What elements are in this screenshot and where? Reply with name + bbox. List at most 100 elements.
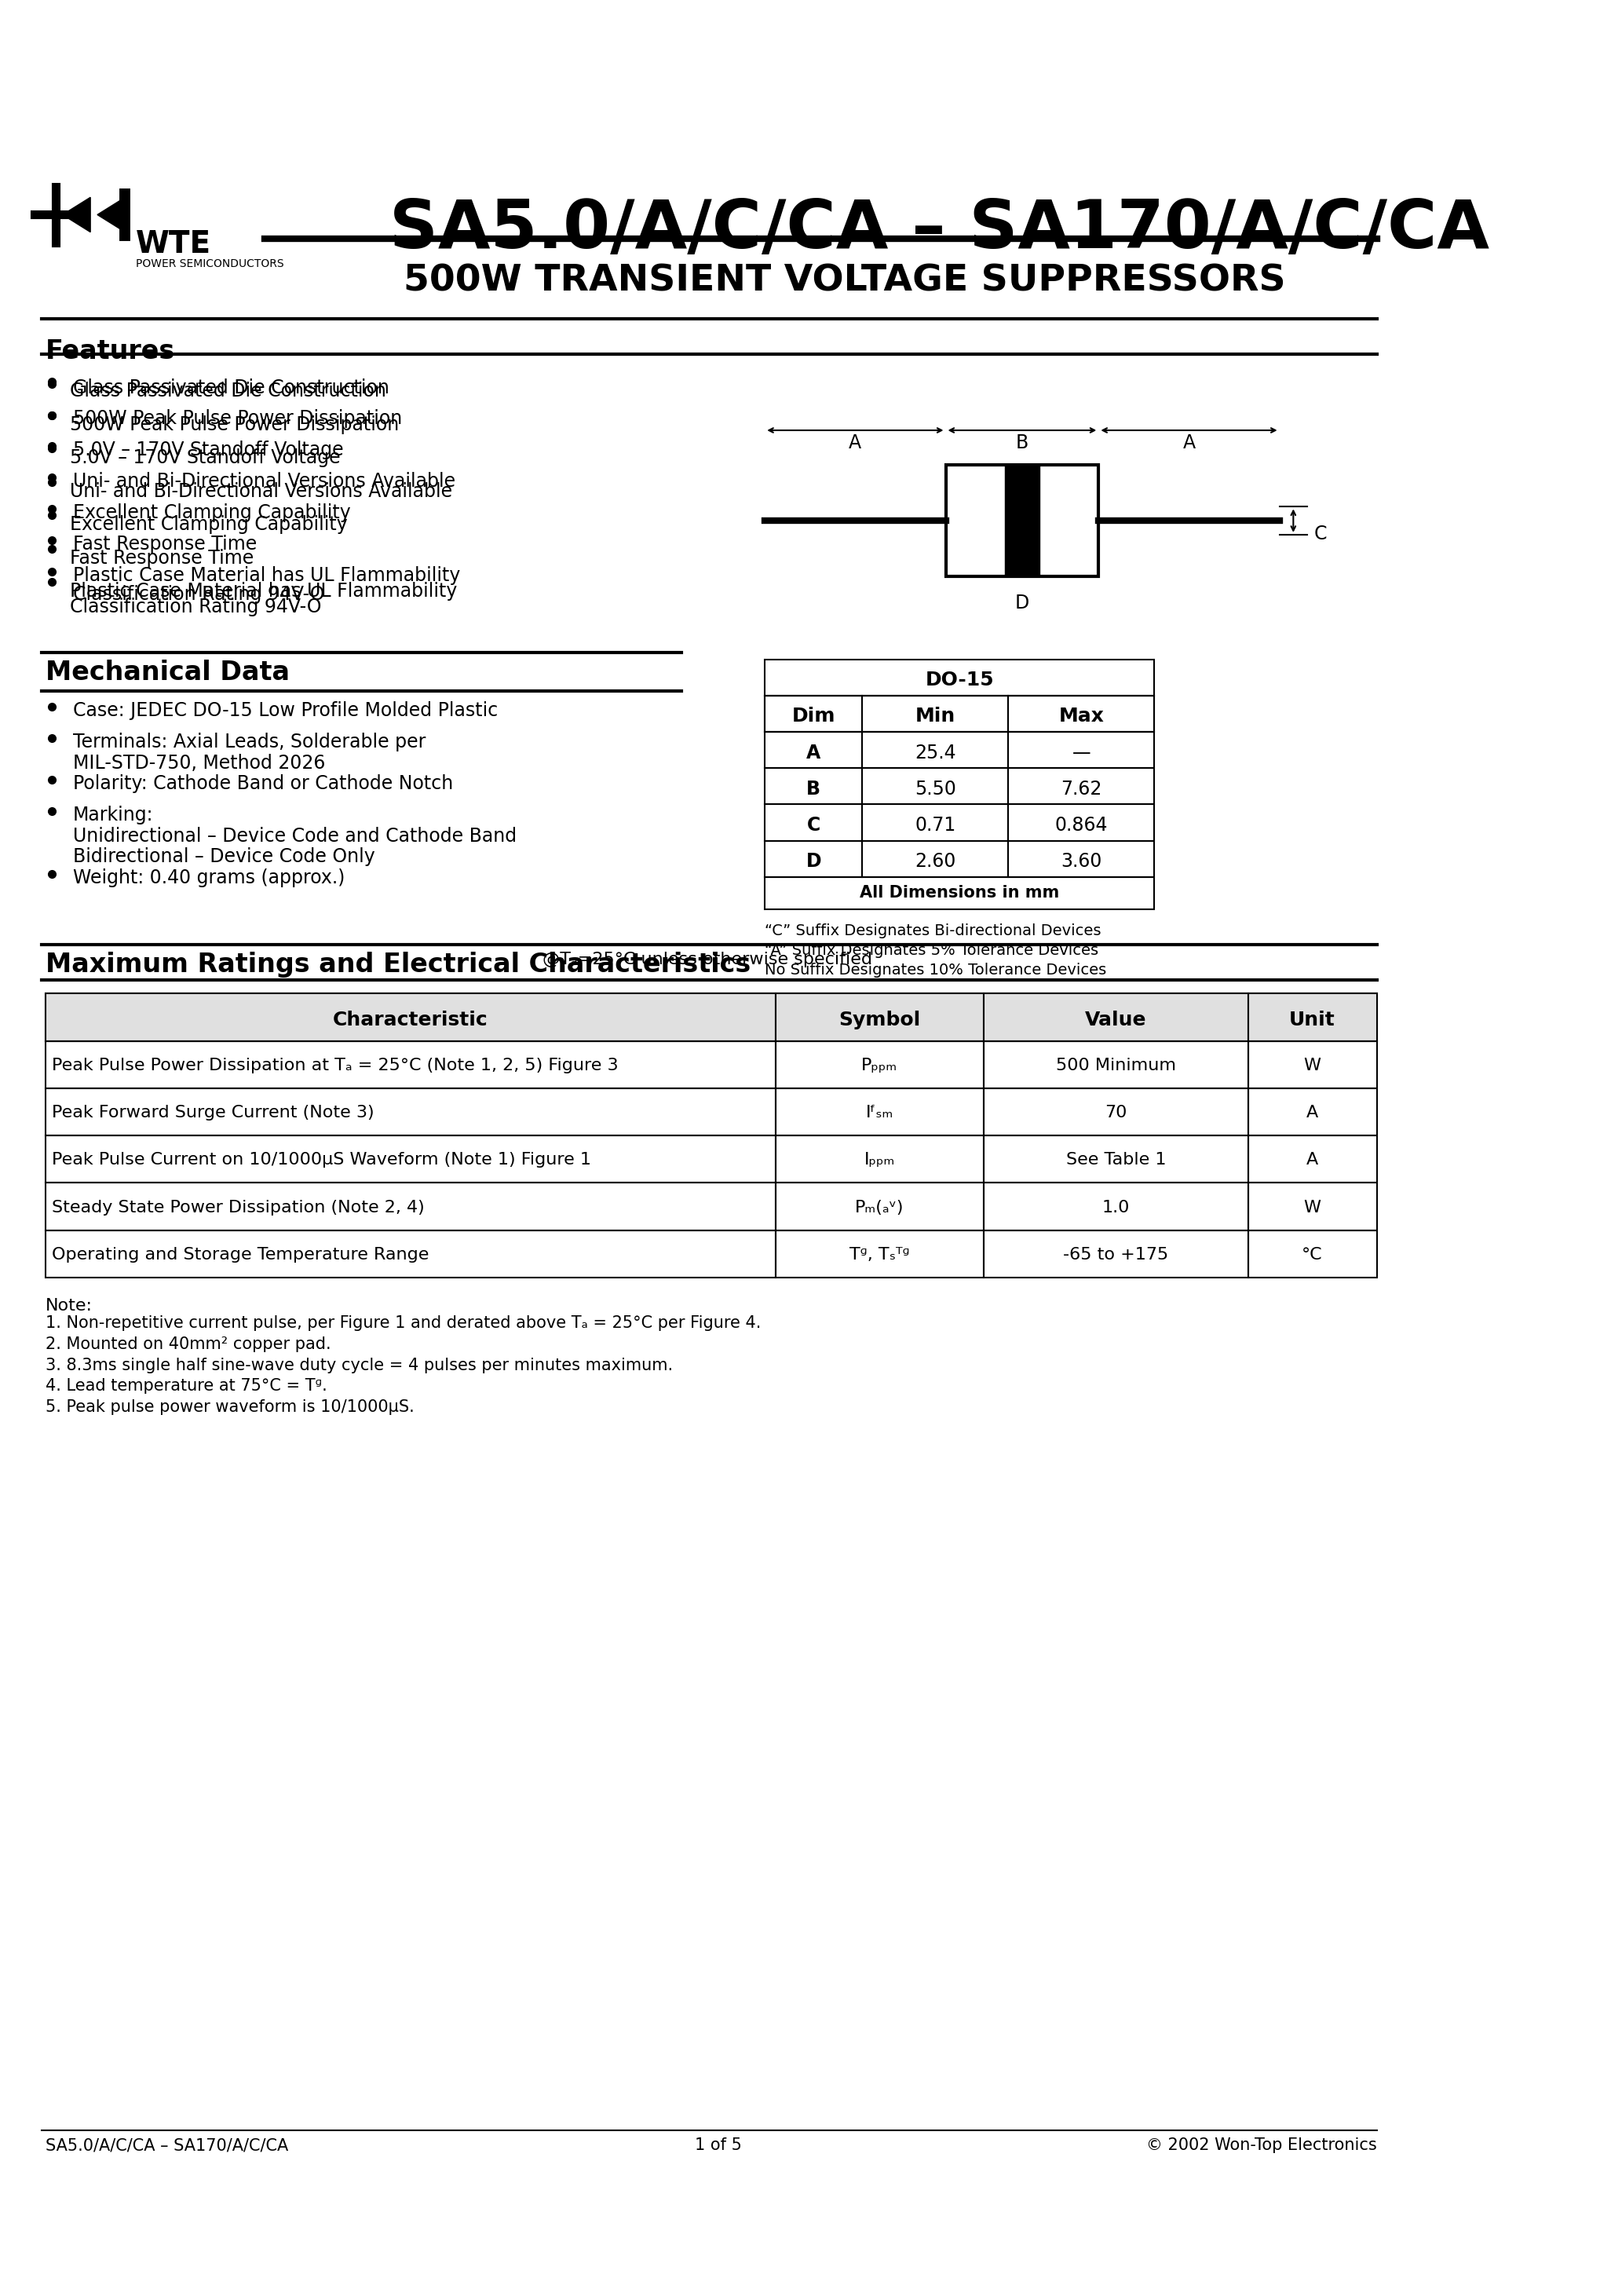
Text: Classification Rating 94V-O: Classification Rating 94V-O bbox=[73, 585, 324, 604]
Text: 500W TRANSIENT VOLTAGE SUPPRESSORS: 500W TRANSIENT VOLTAGE SUPPRESSORS bbox=[404, 264, 1286, 298]
Text: 0.71: 0.71 bbox=[915, 815, 955, 833]
Text: SA5.0/A/C/CA – SA170/A/C/CA: SA5.0/A/C/CA – SA170/A/C/CA bbox=[389, 197, 1489, 262]
Bar bbox=[863, 696, 1009, 732]
Bar bbox=[775, 1040, 985, 1088]
Text: B: B bbox=[1015, 434, 1028, 452]
Text: 500W Peak Pulse Power Dissipation: 500W Peak Pulse Power Dissipation bbox=[73, 409, 402, 429]
Bar bbox=[1247, 1040, 1377, 1088]
Bar bbox=[985, 1137, 1247, 1182]
Text: Iₚₚₘ: Iₚₚₘ bbox=[865, 1153, 895, 1169]
Text: Bidirectional – Device Code Only: Bidirectional – Device Code Only bbox=[73, 847, 375, 866]
Text: Maximum Ratings and Electrical Characteristics: Maximum Ratings and Electrical Character… bbox=[45, 953, 751, 978]
Bar bbox=[766, 732, 863, 769]
Text: Peak Pulse Power Dissipation at Tₐ = 25°C (Note 1, 2, 5) Figure 3: Peak Pulse Power Dissipation at Tₐ = 25°… bbox=[52, 1058, 618, 1072]
Text: 5.0V – 170V Standoff Voltage: 5.0V – 170V Standoff Voltage bbox=[73, 441, 344, 459]
Text: 5. Peak pulse power waveform is 10/1000μS.: 5. Peak pulse power waveform is 10/1000μ… bbox=[45, 1398, 414, 1414]
Text: Terminals: Axial Leads, Solderable per: Terminals: Axial Leads, Solderable per bbox=[73, 732, 427, 751]
Bar bbox=[985, 1231, 1247, 1277]
Text: B: B bbox=[806, 778, 821, 799]
Text: Peak Pulse Current on 10/1000μS Waveform (Note 1) Figure 1: Peak Pulse Current on 10/1000μS Waveform… bbox=[52, 1153, 592, 1169]
Text: “A” Suffix Designates 5% Tolerance Devices: “A” Suffix Designates 5% Tolerance Devic… bbox=[766, 944, 1098, 957]
Text: C: C bbox=[1314, 523, 1327, 544]
Text: Value: Value bbox=[1085, 1010, 1147, 1029]
Text: All Dimensions in mm: All Dimensions in mm bbox=[860, 886, 1059, 900]
Text: D: D bbox=[806, 852, 821, 870]
Bar bbox=[45, 994, 775, 1040]
Text: A: A bbox=[806, 744, 821, 762]
Text: Fast Response Time: Fast Response Time bbox=[73, 535, 256, 553]
Text: 7.62: 7.62 bbox=[1061, 778, 1101, 799]
Bar bbox=[985, 1088, 1247, 1137]
Bar bbox=[1009, 804, 1155, 840]
Bar bbox=[985, 1040, 1247, 1088]
Bar bbox=[1009, 840, 1155, 877]
Text: Weight: 0.40 grams (approx.): Weight: 0.40 grams (approx.) bbox=[73, 868, 345, 886]
Text: “C” Suffix Designates Bi-directional Devices: “C” Suffix Designates Bi-directional Dev… bbox=[766, 923, 1101, 939]
Bar bbox=[1247, 1231, 1377, 1277]
Text: Tᶢ, Tₛᵀᶢ: Tᶢ, Tₛᵀᶢ bbox=[850, 1247, 910, 1263]
Text: A: A bbox=[1182, 434, 1195, 452]
Text: °C: °C bbox=[1301, 1247, 1322, 1263]
Text: SA5.0/A/C/CA – SA170/A/C/CA: SA5.0/A/C/CA – SA170/A/C/CA bbox=[45, 2138, 289, 2154]
Bar bbox=[766, 877, 1155, 909]
Bar bbox=[1004, 466, 1040, 576]
Bar bbox=[946, 466, 1098, 576]
Bar bbox=[45, 994, 1377, 1040]
Bar bbox=[1247, 994, 1377, 1040]
Text: 1. Non-repetitive current pulse, per Figure 1 and derated above Tₐ = 25°C per Fi: 1. Non-repetitive current pulse, per Fig… bbox=[45, 1316, 761, 1332]
Bar bbox=[1247, 1088, 1377, 1137]
Text: Fast Response Time: Fast Response Time bbox=[70, 549, 253, 567]
Text: Classification Rating 94V-O: Classification Rating 94V-O bbox=[70, 597, 321, 615]
Text: 1.0: 1.0 bbox=[1101, 1199, 1131, 1215]
Text: Marking:: Marking: bbox=[73, 806, 154, 824]
Bar bbox=[775, 1137, 985, 1182]
Text: POWER SEMICONDUCTORS: POWER SEMICONDUCTORS bbox=[136, 257, 284, 269]
Text: 5.0V – 170V Standoff Voltage: 5.0V – 170V Standoff Voltage bbox=[70, 448, 341, 466]
Text: Pₘ(ₐᵛ): Pₘ(ₐᵛ) bbox=[855, 1199, 903, 1215]
Text: A: A bbox=[1306, 1104, 1319, 1120]
Text: © 2002 Won-Top Electronics: © 2002 Won-Top Electronics bbox=[1147, 2138, 1377, 2154]
Bar bbox=[45, 1088, 775, 1137]
Bar bbox=[766, 696, 1155, 732]
Text: 2.60: 2.60 bbox=[915, 852, 955, 870]
Bar bbox=[775, 1231, 985, 1277]
Text: Operating and Storage Temperature Range: Operating and Storage Temperature Range bbox=[52, 1247, 430, 1263]
Text: 5.50: 5.50 bbox=[915, 778, 955, 799]
Text: Plastic Case Material has UL Flammability: Plastic Case Material has UL Flammabilit… bbox=[70, 581, 457, 602]
Text: A: A bbox=[848, 434, 861, 452]
Text: WTE: WTE bbox=[136, 230, 211, 259]
Bar bbox=[1247, 1182, 1377, 1231]
Text: Excellent Clamping Capability: Excellent Clamping Capability bbox=[70, 514, 347, 535]
Bar bbox=[1009, 696, 1155, 732]
Bar bbox=[1247, 1137, 1377, 1182]
Bar bbox=[863, 769, 1009, 804]
Text: Max: Max bbox=[1059, 707, 1105, 726]
Text: A: A bbox=[1306, 1153, 1319, 1169]
Text: Glass Passivated Die Construction: Glass Passivated Die Construction bbox=[73, 379, 389, 397]
Text: See Table 1: See Table 1 bbox=[1066, 1153, 1166, 1169]
Text: W: W bbox=[1304, 1199, 1320, 1215]
Bar bbox=[45, 1137, 775, 1182]
Text: 2. Mounted on 40mm² copper pad.: 2. Mounted on 40mm² copper pad. bbox=[45, 1336, 331, 1352]
Text: Iᶠₛₘ: Iᶠₛₘ bbox=[866, 1104, 894, 1120]
Text: 3.60: 3.60 bbox=[1061, 852, 1101, 870]
Text: Steady State Power Dissipation (Note 2, 4): Steady State Power Dissipation (Note 2, … bbox=[52, 1199, 425, 1215]
Text: Note:: Note: bbox=[45, 1297, 92, 1313]
Text: 500 Minimum: 500 Minimum bbox=[1056, 1058, 1176, 1072]
Bar bbox=[766, 659, 1155, 696]
Bar bbox=[45, 1231, 775, 1277]
Bar bbox=[45, 1182, 775, 1231]
Text: Mechanical Data: Mechanical Data bbox=[45, 659, 289, 687]
Text: Unidirectional – Device Code and Cathode Band: Unidirectional – Device Code and Cathode… bbox=[73, 827, 517, 845]
Text: Plastic Case Material has UL Flammability: Plastic Case Material has UL Flammabilit… bbox=[73, 565, 461, 585]
Bar bbox=[766, 769, 863, 804]
Bar bbox=[775, 1088, 985, 1137]
Polygon shape bbox=[63, 197, 91, 232]
Bar bbox=[1009, 732, 1155, 769]
Text: Dim: Dim bbox=[792, 707, 835, 726]
Text: 1 of 5: 1 of 5 bbox=[694, 2138, 741, 2154]
Text: W: W bbox=[1304, 1058, 1320, 1072]
Text: Glass Passivated Die Construction: Glass Passivated Die Construction bbox=[70, 381, 386, 400]
Text: Pₚₚₘ: Pₚₚₘ bbox=[861, 1058, 897, 1072]
Text: No Suffix Designates 10% Tolerance Devices: No Suffix Designates 10% Tolerance Devic… bbox=[766, 962, 1106, 978]
